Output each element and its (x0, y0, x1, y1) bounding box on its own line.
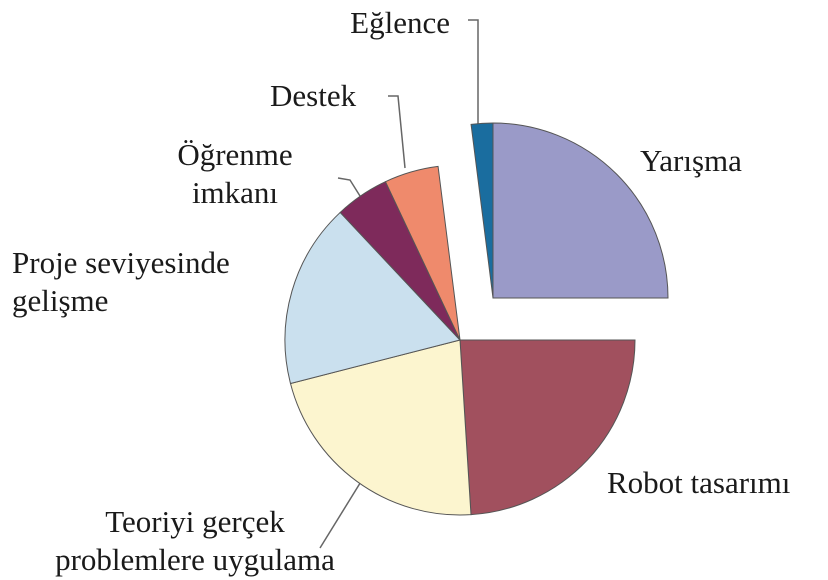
leader-line (319, 479, 363, 549)
slice-label: Teoriyi gerçek problemlere uygulama (55, 504, 335, 577)
slice-label: Robot tasarımı (607, 465, 791, 500)
slice-label: Destek (270, 78, 357, 113)
pie-slice (459, 339, 636, 516)
pie-slice (492, 122, 669, 299)
pie-slice (284, 211, 461, 385)
slice-label: Proje seviyesinde gelişme (12, 245, 230, 318)
pie-slice (384, 165, 461, 341)
leader-line (388, 95, 406, 169)
slice-label: Öğrenme imkanı (177, 137, 293, 210)
pie-slice (470, 122, 494, 299)
pie-slice (289, 339, 472, 516)
leader-lines (319, 19, 479, 549)
leader-line (337, 177, 361, 197)
slice-label: Eğlence (350, 5, 450, 40)
slice-label: Yarışma (640, 143, 742, 178)
leader-line (468, 19, 479, 127)
